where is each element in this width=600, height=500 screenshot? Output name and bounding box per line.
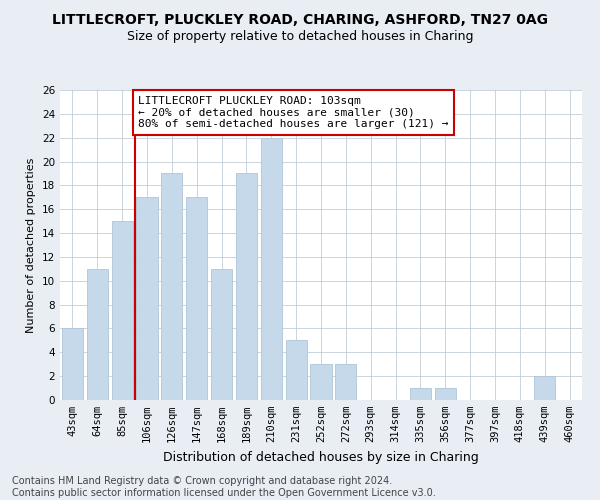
Text: Contains HM Land Registry data © Crown copyright and database right 2024.
Contai: Contains HM Land Registry data © Crown c… (12, 476, 436, 498)
Bar (534, 376, 555, 400)
Bar (112, 221, 133, 400)
Bar (211, 269, 232, 400)
Text: LITTLECROFT, PLUCKLEY ROAD, CHARING, ASHFORD, TN27 0AG: LITTLECROFT, PLUCKLEY ROAD, CHARING, ASH… (52, 12, 548, 26)
Bar (261, 138, 282, 400)
Bar (136, 198, 158, 400)
Bar (410, 388, 431, 400)
Bar (435, 388, 456, 400)
Y-axis label: Number of detached properties: Number of detached properties (26, 158, 37, 332)
Bar (236, 174, 257, 400)
Bar (62, 328, 83, 400)
Bar (186, 198, 207, 400)
Text: LITTLECROFT PLUCKLEY ROAD: 103sqm
← 20% of detached houses are smaller (30)
80% : LITTLECROFT PLUCKLEY ROAD: 103sqm ← 20% … (139, 96, 449, 129)
X-axis label: Distribution of detached houses by size in Charing: Distribution of detached houses by size … (163, 450, 479, 464)
Bar (335, 364, 356, 400)
Bar (286, 340, 307, 400)
Bar (87, 269, 108, 400)
Text: Size of property relative to detached houses in Charing: Size of property relative to detached ho… (127, 30, 473, 43)
Bar (161, 174, 182, 400)
Bar (310, 364, 332, 400)
